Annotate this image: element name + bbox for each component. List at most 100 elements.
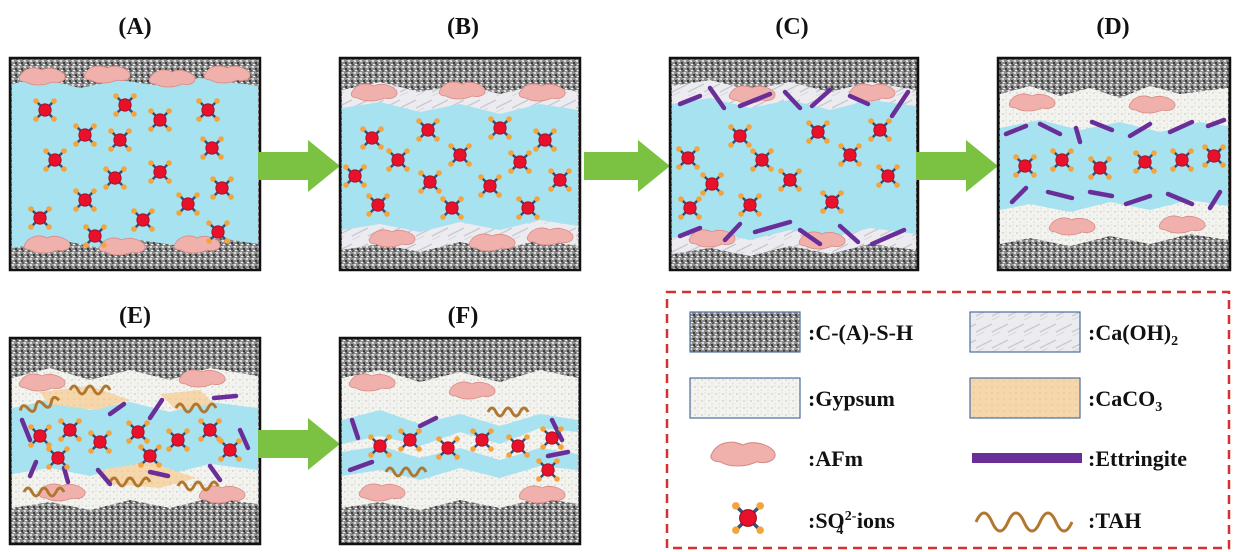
ettringite-rod-icon — [347, 459, 375, 473]
legend-caoh2-text: :Ca(OH) — [1088, 320, 1171, 345]
afm-blob-icon — [18, 67, 66, 86]
legend-so4-prefix: :SO — [808, 508, 845, 533]
panel-b-frame — [338, 56, 582, 272]
panel-e-label: (E) — [119, 303, 151, 329]
legend-afm-swatch — [710, 441, 776, 467]
panel-e-solution — [12, 400, 258, 476]
legend-so4-label: :SO2-4 ions — [808, 508, 895, 538]
panel-f: (F) — [338, 303, 582, 546]
ettringite-rod-icon — [782, 89, 803, 111]
arrow-a-to-b — [258, 140, 340, 192]
ettringite-rod-icon — [847, 93, 871, 107]
panel-a: (A) — [8, 14, 262, 272]
panel-b: (B) — [338, 14, 582, 272]
panel-f-ettringite — [347, 415, 571, 473]
afm-blob-icon — [350, 83, 398, 102]
ettringite-rod-icon — [1127, 121, 1153, 139]
ettringite-rod-icon — [809, 87, 833, 109]
ettringite-rod-icon — [1123, 193, 1153, 207]
ettringite-rod-icon — [677, 93, 703, 107]
sulfate-ion-icon — [730, 500, 766, 536]
legend-caco3-subscript: 3 — [1155, 400, 1162, 415]
panel-d-label: (D) — [1096, 14, 1129, 40]
afm-blob-icon — [1158, 215, 1206, 234]
ettringite-rod-icon — [61, 465, 71, 485]
ettringite-rod-icon — [549, 417, 565, 443]
afm-blob-icon — [710, 441, 776, 467]
ettringite-rod-icon — [1045, 189, 1075, 201]
ettringite-rod-icon — [207, 463, 223, 483]
panel-e-ettringite — [19, 393, 251, 487]
panel-d: (D) — [996, 14, 1232, 272]
ettringite-rod-icon — [27, 459, 39, 479]
ettringite-rod-icon — [1009, 185, 1029, 205]
legend-caco3-swatch — [969, 377, 1081, 419]
afm-blob-icon — [468, 233, 516, 252]
panel-c-ettringite — [677, 85, 911, 247]
ettringite-rod-icon — [417, 415, 439, 429]
legend-csh-label: :C-(A)-S-H — [808, 320, 913, 345]
legend-caco3-text: :CaCO — [1088, 386, 1155, 411]
ettringite-rod-icon — [19, 417, 33, 443]
afm-blob-icon — [18, 373, 66, 392]
legend-ettringite-swatch — [972, 453, 1082, 463]
panel-e-caco3 — [40, 386, 214, 488]
panel-a-label: (A) — [118, 14, 151, 40]
legend-gypsum-label: :Gypsum — [808, 386, 895, 411]
ettringite-rod-icon — [349, 417, 361, 441]
panel-b-label: (B) — [447, 14, 479, 40]
panel-c-solution — [672, 98, 916, 240]
ettringite-rod-icon — [1073, 125, 1083, 145]
ettringite-rod-icon — [1165, 191, 1195, 207]
afm-blob-icon — [23, 235, 71, 254]
afm-blob-icon — [148, 69, 196, 88]
legend-tah-label: :TAH — [1088, 508, 1141, 533]
legend-caoh2-label: :Ca(OH)2 — [1088, 320, 1178, 349]
ettringite-rod-icon — [147, 397, 165, 421]
legend-tah-swatch — [974, 511, 1074, 533]
afm-blob-icon — [448, 381, 496, 400]
ettringite-rod-icon — [889, 89, 911, 119]
legend-so4-superscript: 2- — [845, 509, 857, 524]
ettringite-rod-icon — [1207, 189, 1223, 211]
ettringite-rod-icon — [1087, 189, 1115, 199]
panel-c-label: (C) — [775, 14, 808, 40]
panel-a-solution — [12, 78, 258, 248]
legend-so4-swatch — [730, 500, 766, 536]
caco3-patch — [100, 462, 196, 488]
caco3-patch — [40, 386, 130, 410]
ettringite-rod-icon — [1205, 117, 1227, 129]
legend-caoh2-subscript: 2 — [1171, 334, 1178, 349]
legend-caco3-label: :CaCO3 — [1088, 386, 1162, 415]
legend-so4-subscript: 4 — [836, 523, 843, 538]
afm-blob-icon — [518, 83, 566, 102]
afm-blob-icon — [38, 483, 86, 502]
panel-d-ettringite — [1003, 117, 1227, 211]
panel-f-solution-upper — [342, 410, 578, 446]
afm-blob-icon — [1128, 95, 1176, 114]
legend-caoh2-swatch — [969, 311, 1081, 353]
legend-gypsum-swatch — [689, 377, 801, 419]
ettringite-rod-icon — [107, 401, 127, 417]
panel-f-frame — [338, 336, 582, 546]
arrow-e-to-f — [258, 418, 340, 470]
legend-so4-suffix: ions — [851, 508, 895, 533]
panel-c: (C) — [668, 14, 920, 272]
panel-e: (E) — [8, 303, 262, 546]
arrow-b-to-c — [584, 140, 670, 192]
afm-blob-icon — [83, 65, 131, 84]
panel-d-frame — [996, 56, 1232, 272]
ettringite-rod-icon — [837, 223, 861, 245]
ettringite-rod-icon — [722, 221, 743, 243]
ettringite-rod-icon — [237, 427, 251, 451]
ettringite-rod-icon — [797, 227, 823, 247]
panel-f-label: (F) — [448, 303, 479, 329]
afm-blob-icon — [178, 369, 226, 388]
ettringite-rod-icon — [737, 91, 773, 109]
panel-d-solution — [1000, 120, 1228, 212]
ettringite-rod-icon — [1037, 121, 1063, 137]
afm-blob-icon — [348, 373, 396, 392]
afm-blob-icon — [1008, 93, 1056, 112]
